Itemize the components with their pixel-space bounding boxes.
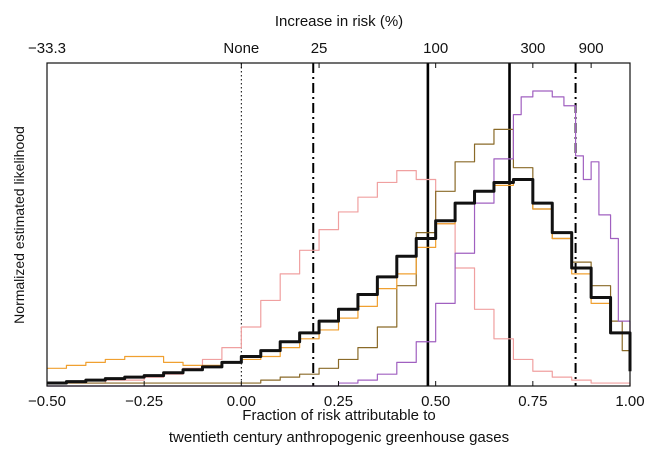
top-axis-ticks: −33.3 None 25 100 300 900 bbox=[28, 40, 604, 68]
x-axis-title-line2: twentieth century anthropogenic greenhou… bbox=[169, 429, 509, 446]
top-tick-label-1: None bbox=[223, 40, 259, 57]
series-line-4 bbox=[47, 178, 632, 385]
y-axis-title: Normalized estimated likelihood bbox=[11, 126, 27, 324]
top-tick-label-4: 300 bbox=[520, 40, 545, 57]
top-tick-label-0: −33.3 bbox=[28, 40, 66, 57]
x-tick-label-4: 0.50 bbox=[421, 393, 450, 410]
x-axis-title-line1: Fraction of risk attributable to bbox=[242, 407, 435, 424]
x-tick-label-1: −0.25 bbox=[125, 393, 163, 410]
top-axis-title: Increase in risk (%) bbox=[275, 13, 403, 30]
x-tick-label-3: 0.25 bbox=[324, 393, 353, 410]
series-line-2 bbox=[47, 90, 631, 387]
x-tick-label-2: 0.00 bbox=[227, 393, 256, 410]
plot-area bbox=[46, 62, 632, 387]
top-tick-label-2: 25 bbox=[311, 40, 328, 57]
series-line-3 bbox=[47, 178, 631, 369]
x-tick-label-5: 0.75 bbox=[518, 393, 547, 410]
top-tick-label-5: 900 bbox=[579, 40, 604, 57]
series-line-1 bbox=[47, 128, 631, 384]
top-tick-label-3: 100 bbox=[423, 40, 448, 57]
x-axis-ticks: −0.50 −0.25 0.00 0.25 0.50 0.75 1.00 bbox=[28, 381, 645, 410]
x-tick-label-6: 1.00 bbox=[615, 393, 644, 410]
x-tick-label-0: −0.50 bbox=[28, 393, 66, 410]
